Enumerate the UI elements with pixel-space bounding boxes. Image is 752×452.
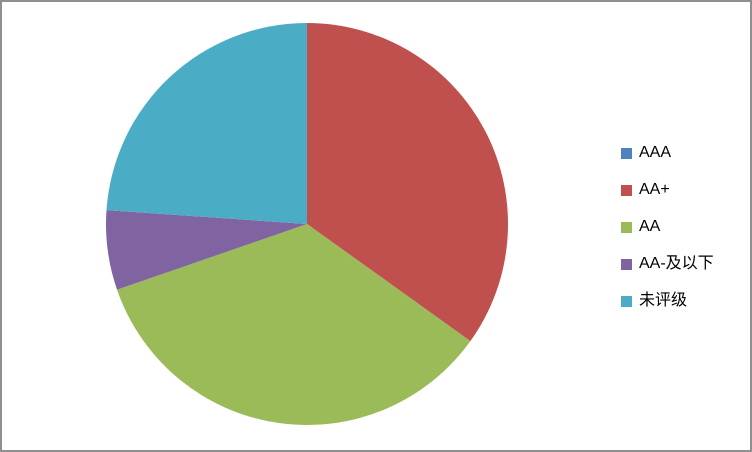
legend-label-aa-plus: AA+: [639, 181, 670, 198]
legend-label-unrated: 未评级: [639, 292, 688, 309]
legend-label-aaa: AAA: [639, 144, 672, 161]
legend-item-unrated: 未评级: [621, 291, 714, 311]
legend-item-aaa: AAA: [621, 143, 714, 163]
legend-swatch-aa: [621, 221, 632, 233]
legend-item-aa: AA: [621, 217, 714, 237]
legend-swatch-unrated: [621, 295, 632, 307]
legend-item-aa-minus-below: AA-及以下: [621, 254, 714, 274]
pie-slice-AA+: [307, 23, 508, 342]
legend-item-aa-plus: AA+: [621, 180, 714, 200]
legend-swatch-aa-minus-below: [621, 258, 632, 270]
pie-slice-未评级: [106, 22, 307, 225]
pie-slice-AA: [117, 224, 471, 425]
legend-swatch-aa-plus: [621, 184, 632, 196]
pie-slice-AA-及以下: [106, 210, 307, 290]
legend-swatch-aaa: [621, 147, 632, 159]
legend-label-aa-minus-below: AA-及以下: [639, 255, 714, 272]
legend-label-aa: AA: [639, 218, 661, 235]
legend: AAA AA+ AA AA-及以下 未评级: [621, 143, 714, 311]
